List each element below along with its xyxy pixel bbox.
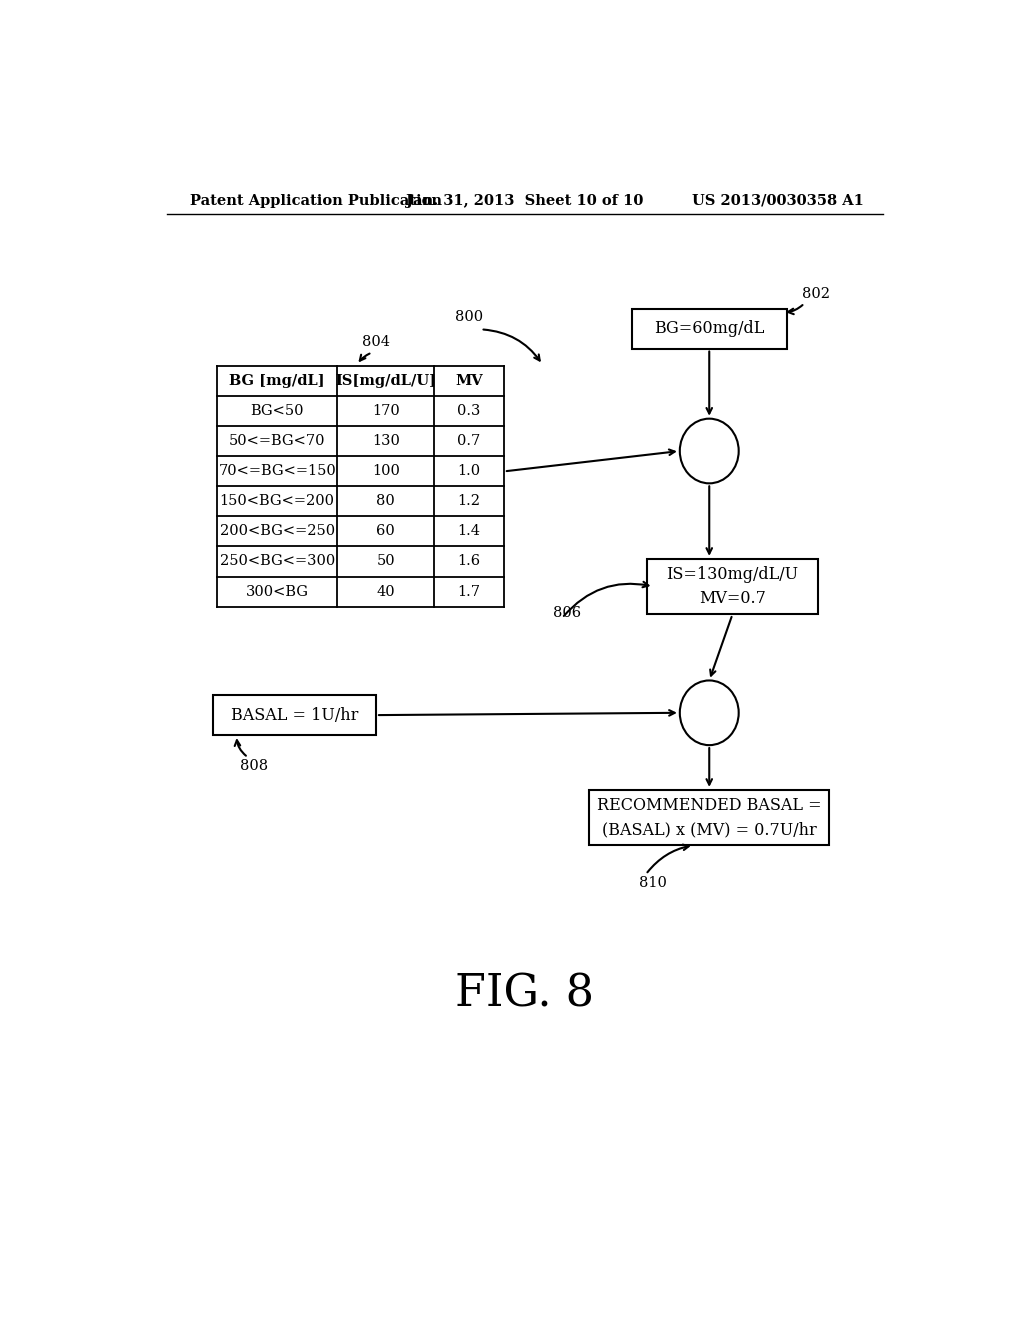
Text: BG=60mg/dL: BG=60mg/dL	[654, 319, 765, 337]
Text: 60: 60	[376, 524, 395, 539]
Text: 300<BG: 300<BG	[246, 585, 308, 598]
Text: 50: 50	[377, 554, 395, 569]
Text: 0.3: 0.3	[458, 404, 480, 418]
Text: BG [mg/dL]: BG [mg/dL]	[229, 375, 325, 388]
Text: 130: 130	[372, 434, 399, 449]
Text: BASAL = 1U/hr: BASAL = 1U/hr	[231, 706, 358, 723]
Text: 802: 802	[802, 286, 830, 301]
Bar	[647, 558, 818, 614]
Text: 100: 100	[372, 465, 399, 478]
Text: RECOMMENDED BASAL =
(BASAL) x (MV) = 0.7U/hr: RECOMMENDED BASAL = (BASAL) x (MV) = 0.7…	[597, 796, 821, 838]
Text: BG<50: BG<50	[251, 404, 304, 418]
Ellipse shape	[680, 681, 738, 744]
Text: 1.7: 1.7	[458, 585, 480, 598]
Text: 800: 800	[455, 310, 483, 323]
Text: IS=130mg/dL/U
MV=0.7: IS=130mg/dL/U MV=0.7	[667, 565, 799, 607]
Text: 50<=BG<70: 50<=BG<70	[229, 434, 326, 449]
Text: 1.0: 1.0	[458, 465, 480, 478]
Text: Patent Application Publication: Patent Application Publication	[190, 194, 442, 207]
Text: Jan. 31, 2013  Sheet 10 of 10: Jan. 31, 2013 Sheet 10 of 10	[407, 194, 643, 207]
Bar	[213, 696, 376, 735]
Text: 250<BG<=300: 250<BG<=300	[219, 554, 335, 569]
Text: MV: MV	[456, 375, 482, 388]
Text: 808: 808	[241, 759, 268, 774]
Text: US 2013/0030358 A1: US 2013/0030358 A1	[692, 194, 864, 207]
Text: 806: 806	[553, 606, 581, 620]
Text: 200<BG<=250: 200<BG<=250	[219, 524, 335, 539]
Text: 150<BG<=200: 150<BG<=200	[220, 495, 335, 508]
Bar	[632, 309, 786, 348]
Text: 70<=BG<=150: 70<=BG<=150	[218, 465, 336, 478]
Text: 170: 170	[372, 404, 399, 418]
Bar	[589, 789, 829, 845]
Text: 1.6: 1.6	[458, 554, 480, 569]
Text: IS[mg/dL/U]: IS[mg/dL/U]	[335, 375, 436, 388]
Text: 1.4: 1.4	[458, 524, 480, 539]
Text: 804: 804	[362, 335, 390, 350]
Text: 0.7: 0.7	[458, 434, 480, 449]
Text: 1.2: 1.2	[458, 495, 480, 508]
Text: 80: 80	[376, 495, 395, 508]
Ellipse shape	[680, 418, 738, 483]
Text: 810: 810	[640, 876, 668, 890]
Text: FIG. 8: FIG. 8	[456, 973, 594, 1015]
Text: 40: 40	[377, 585, 395, 598]
